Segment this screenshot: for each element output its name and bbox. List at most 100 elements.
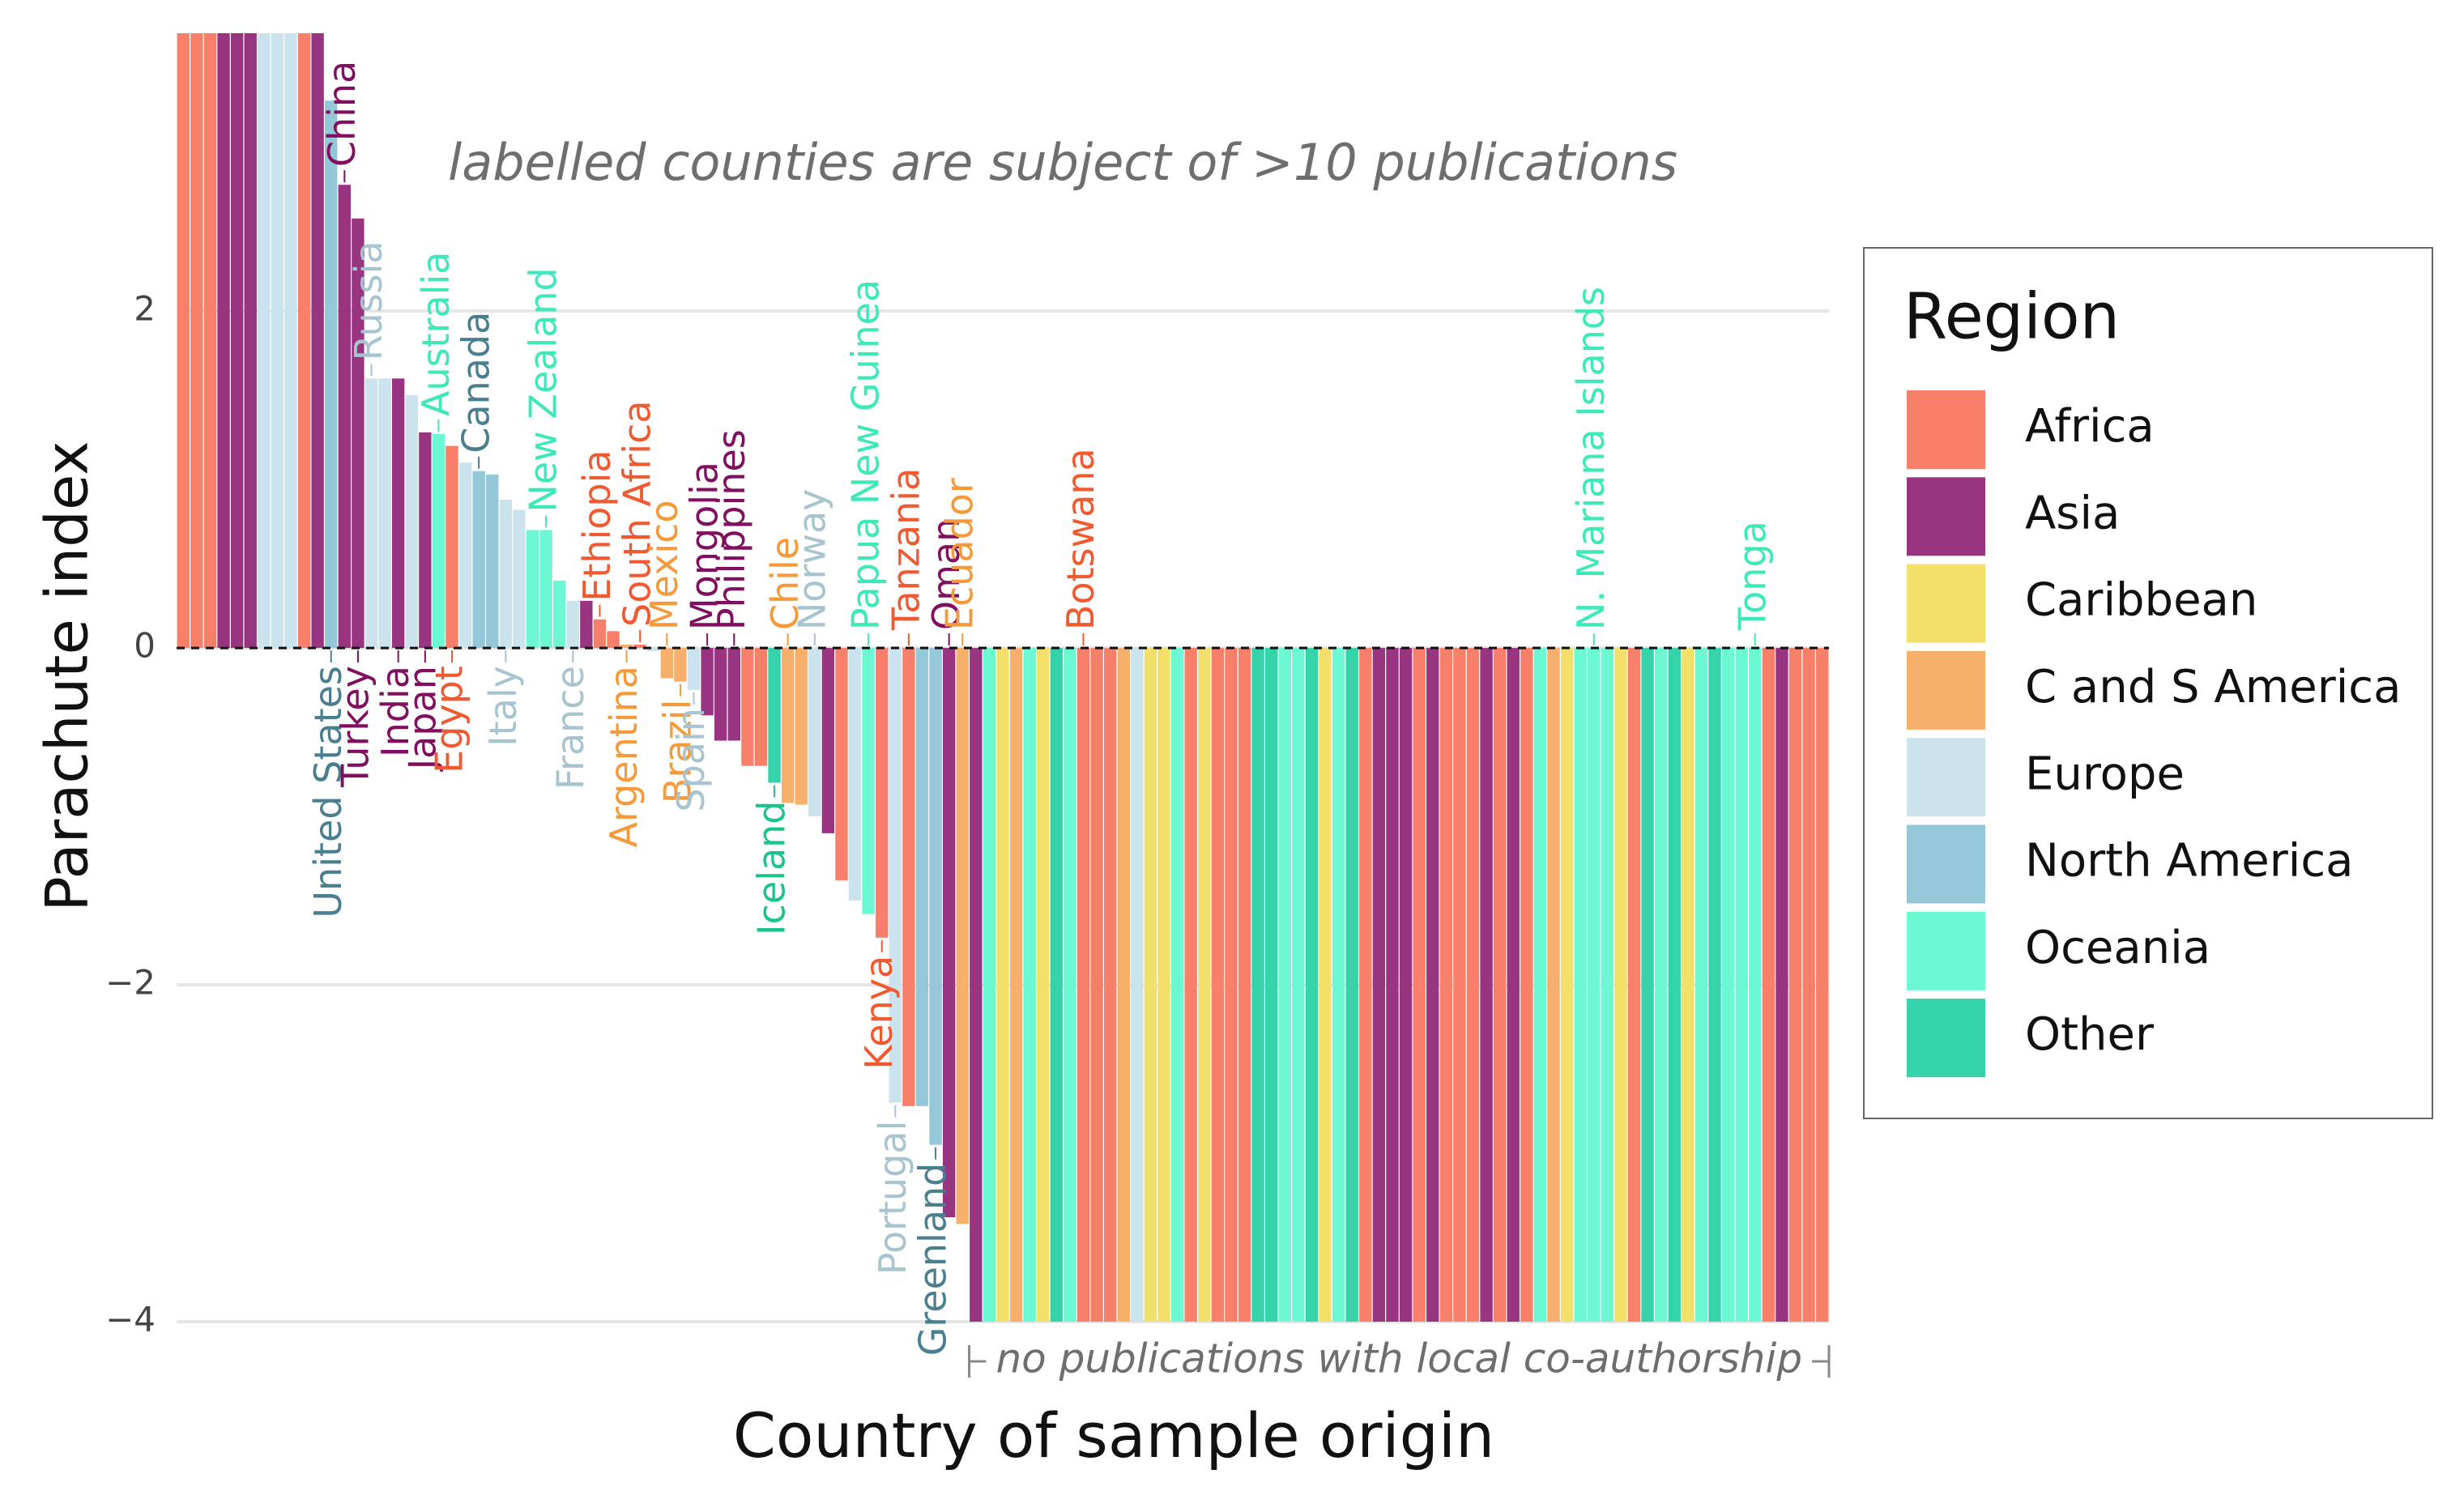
bar: [1090, 648, 1103, 1322]
bar: [1588, 648, 1601, 1322]
bar: [1319, 648, 1332, 1322]
bar: [1305, 648, 1319, 1322]
bar: [217, 33, 230, 649]
annotation: labelled counties are subject of >10 pub…: [448, 133, 1677, 192]
y-tick-label: 0: [134, 626, 156, 666]
y-tick-label: −4: [105, 1300, 156, 1340]
bar: [325, 100, 338, 649]
bar: [593, 619, 607, 649]
country-label: Iceland: [750, 800, 794, 935]
country-label: China: [320, 61, 364, 167]
country-label: Tanzania: [884, 468, 927, 631]
bar: [1076, 648, 1090, 1322]
bar: [862, 648, 875, 914]
bar: [391, 378, 405, 649]
country-label: Canada: [454, 312, 498, 454]
bar: [1695, 648, 1708, 1322]
country-label: Portugal: [871, 1121, 914, 1276]
country-label: Chile: [763, 537, 807, 630]
bar: [284, 33, 297, 649]
bar: [190, 33, 203, 649]
bar: [607, 631, 620, 649]
bar: [244, 33, 257, 649]
bar: [848, 648, 862, 901]
country-label: Ethiopia: [575, 449, 619, 601]
bar: [1292, 648, 1305, 1322]
bar: [513, 509, 526, 649]
legend-label: Europe: [2025, 748, 2185, 800]
country-label: Greenland: [911, 1163, 955, 1357]
bar: [1453, 648, 1466, 1322]
bar: [1413, 648, 1426, 1322]
bar: [1601, 648, 1614, 1322]
bar: [1157, 648, 1170, 1322]
bar: [432, 433, 445, 649]
legend-swatch: [1907, 738, 1985, 817]
bar: [1735, 648, 1748, 1322]
bar: [674, 648, 687, 682]
bar: [1037, 648, 1050, 1322]
bar: [364, 378, 378, 649]
country-label: Japan: [400, 666, 444, 772]
bar: [1466, 648, 1480, 1322]
y-tick-label: 2: [134, 289, 156, 329]
bar: [620, 644, 633, 649]
legend-swatch: [1907, 999, 1985, 1078]
bar: [835, 648, 848, 881]
country-label: Egypt: [428, 666, 471, 773]
bar: [1278, 648, 1291, 1322]
bar: [660, 648, 674, 679]
bar: [1614, 648, 1627, 1322]
country-label: New Zealand: [522, 267, 565, 512]
country-label: Argentina: [602, 666, 646, 847]
bar: [1802, 648, 1815, 1322]
y-tick-label: −2: [105, 963, 156, 1003]
bar: [311, 33, 324, 649]
bar: [1251, 648, 1264, 1322]
legend-label: Caribbean: [2025, 574, 2257, 627]
bar: [1762, 648, 1776, 1322]
bar: [258, 33, 271, 649]
bar: [1816, 648, 1829, 1322]
bar: [271, 33, 284, 649]
bar: [983, 648, 996, 1322]
bar: [405, 395, 418, 649]
legend-label: Asia: [2025, 487, 2120, 539]
country-label: Turkey: [333, 666, 377, 788]
bar: [419, 432, 432, 649]
bar: [929, 648, 942, 1145]
bar: [1788, 648, 1802, 1322]
bar: [1641, 648, 1654, 1322]
bar: [956, 648, 969, 1225]
country-label: Italy: [481, 666, 525, 747]
country-label: N. Mariana Islands: [1569, 287, 1613, 630]
bar: [741, 648, 754, 766]
country-label: Tonga: [1730, 521, 1774, 631]
bar: [633, 644, 646, 649]
bar: [876, 648, 889, 938]
country-label: Brazil: [655, 700, 699, 803]
bar: [1439, 648, 1453, 1322]
bar: [472, 471, 485, 649]
bar: [1654, 648, 1668, 1322]
legend-swatch: [1907, 824, 1985, 904]
bar: [902, 648, 915, 1106]
bar: [1520, 648, 1533, 1322]
bar: [1480, 648, 1493, 1322]
bar: [1721, 648, 1735, 1322]
bar: [1386, 648, 1399, 1322]
bar: [1184, 648, 1197, 1322]
bar: [1627, 648, 1641, 1322]
bar: [1238, 648, 1251, 1322]
bar: [821, 648, 835, 833]
bar: [1265, 648, 1278, 1322]
bar: [1493, 648, 1507, 1322]
country-label: Philippines: [710, 429, 753, 630]
bar: [539, 530, 552, 649]
bar: [795, 648, 808, 805]
bar: [1198, 648, 1211, 1322]
bar: [203, 33, 217, 649]
bar: [754, 648, 768, 766]
country-label: France: [548, 666, 592, 790]
bar: [177, 33, 190, 649]
